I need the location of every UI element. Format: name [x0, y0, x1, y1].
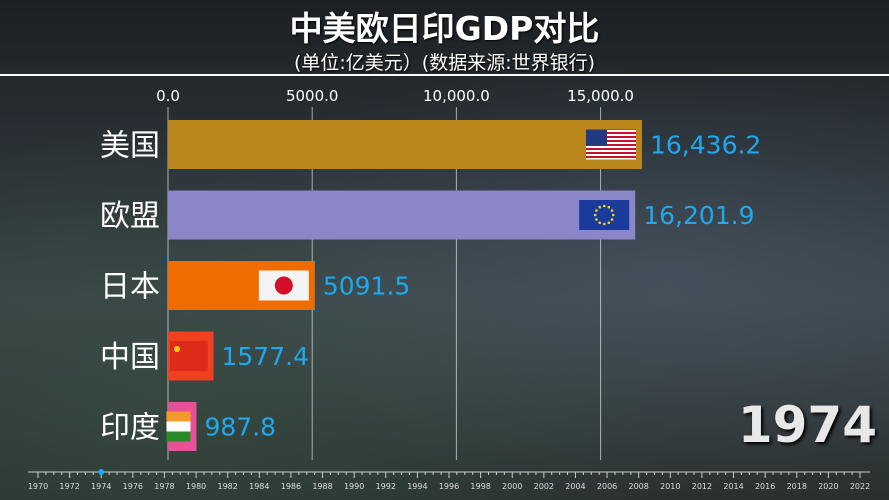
usa-flag-icon [586, 129, 636, 160]
timeline-year-label: 2000 [502, 482, 522, 491]
bar [168, 120, 642, 169]
timeline-year-label: 2020 [818, 482, 838, 491]
category-label: 印度 [100, 411, 160, 446]
timeline-year-label: 1980 [186, 482, 206, 491]
bar-group: 中国 1577.4 [100, 331, 309, 381]
timeline-year-label: 1974 [91, 482, 111, 491]
china-flag-icon [170, 341, 208, 371]
bar-group: 欧盟 16,201.9 [100, 190, 755, 240]
bar-group: 日本 5091.5 [100, 261, 410, 310]
current-year-label: 1974 [737, 396, 877, 454]
timeline-year-label: 1970 [28, 482, 48, 491]
eu-flag-icon [579, 200, 630, 230]
value-label: 1577.4 [221, 342, 308, 371]
japan-flag-icon [258, 270, 309, 301]
category-label: 中国 [100, 340, 160, 375]
timeline-year-label: 2016 [755, 482, 775, 491]
timeline-year-label: 1998 [470, 482, 490, 491]
india-flag-icon [166, 411, 191, 442]
timeline-year-label: 2014 [723, 482, 743, 491]
bar-group: 印度 987.8 [100, 402, 276, 451]
timeline-current-marker [98, 469, 105, 475]
x-tick-label: 5000.0 [286, 87, 339, 105]
timeline-year-label: 1976 [123, 482, 143, 491]
timeline-year-label: 1986 [281, 482, 301, 491]
value-label: 5091.5 [323, 272, 410, 301]
timeline-year-label: 1996 [439, 482, 459, 491]
timeline-year-label: 1984 [249, 482, 269, 491]
value-label: 987.8 [204, 413, 276, 442]
chart-title: 中美欧日印GDP对比 [289, 9, 600, 48]
category-label: 美国 [100, 129, 160, 164]
x-tick-label: 10,000.0 [423, 87, 490, 105]
timeline-year-label: 1992 [376, 482, 396, 491]
bar-group: 美国 16,436.2 [100, 120, 761, 169]
timeline-year-label: 2010 [660, 482, 680, 491]
chart-subtitle: (单位:亿美元）(数据来源:世界银行) [293, 52, 596, 74]
timeline-year-label: 2022 [850, 482, 870, 491]
timeline-year-label: 2012 [692, 482, 712, 491]
timeline-year-label: 2002 [534, 482, 554, 491]
timeline-year-label: 1982 [218, 482, 238, 491]
timeline-year-label: 1988 [312, 482, 332, 491]
timeline-year-label: 1972 [59, 482, 79, 491]
category-label: 日本 [100, 270, 160, 305]
timeline-year-label: 1994 [407, 482, 427, 491]
x-tick-label: 15,000.0 [567, 87, 634, 105]
timeline-year-label: 2008 [629, 482, 649, 491]
value-label: 16,436.2 [650, 131, 761, 160]
bar [168, 190, 636, 240]
category-label: 欧盟 [100, 199, 160, 234]
value-label: 16,201.9 [643, 201, 754, 230]
timeline-year-label: 2004 [565, 482, 585, 491]
title-divider [0, 74, 889, 76]
timeline-year-label: 2006 [597, 482, 617, 491]
timeline-year-label: 1978 [154, 482, 174, 491]
x-tick-label: 0.0 [156, 87, 180, 105]
timeline-year-label: 1990 [344, 482, 364, 491]
timeline-year-label: 2018 [787, 482, 807, 491]
